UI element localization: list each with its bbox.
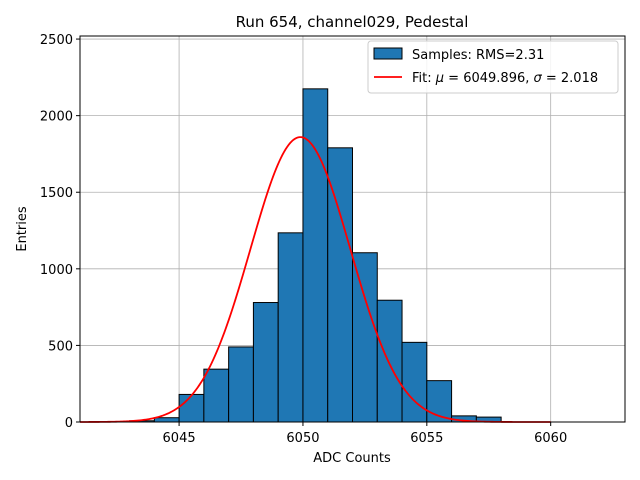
- histogram-bar: [302, 88, 329, 423]
- legend-fit-prefix: Fit:: [412, 71, 436, 86]
- y-tick-label: 1500: [40, 186, 73, 201]
- chart-title: Run 654, channel029, Pedestal: [236, 13, 469, 31]
- x-tick-label: 6055: [410, 431, 443, 446]
- histogram-bar: [401, 341, 428, 423]
- histogram-bar: [178, 393, 205, 423]
- y-tick-label: 2500: [40, 33, 73, 48]
- histogram-bar: [252, 302, 279, 423]
- histogram-bar: [376, 299, 403, 423]
- fit-layer: [80, 136, 551, 423]
- legend-fit-mu-symbol: μ: [435, 71, 444, 86]
- legend-fit-mu-value: = 6049.896,: [444, 71, 533, 86]
- histogram-bar: [203, 368, 230, 423]
- x-axis-label: ADC Counts: [313, 451, 391, 466]
- histogram-bars: [104, 88, 502, 423]
- legend: Samples: RMS=2.31 Fit: μ = 6049.896, σ =…: [367, 40, 619, 94]
- fit-curve: [80, 136, 551, 423]
- legend-fit-label: Fit: μ = 6049.896, σ = 2.018: [412, 71, 598, 86]
- histogram-bar: [228, 346, 254, 423]
- y-tick-label: 0: [65, 416, 73, 431]
- legend-fit-sigma-symbol: σ: [534, 71, 543, 86]
- y-tick-label: 500: [48, 339, 73, 354]
- legend-samples-swatch: [373, 47, 403, 60]
- histogram-bar: [352, 252, 378, 423]
- y-tick-label: 1000: [40, 263, 73, 278]
- histogram-bar: [277, 232, 304, 423]
- y-axis-ticks: 0 500 1000 1500 2000 2500: [40, 33, 80, 431]
- plot-frame: [79, 35, 626, 423]
- legend-box: [367, 40, 619, 94]
- y-tick-label: 2000: [40, 110, 73, 125]
- legend-samples-label: Samples: RMS=2.31: [412, 48, 544, 63]
- x-tick-label: 6050: [286, 431, 319, 446]
- x-axis-ticks: 6045 6050 6055 6060: [163, 422, 567, 446]
- legend-fit-sigma-value: = 2.018: [542, 71, 598, 86]
- x-tick-label: 6060: [534, 431, 567, 446]
- histogram-bar: [153, 417, 180, 423]
- x-tick-label: 6045: [163, 431, 196, 446]
- y-axis-label: Entries: [15, 206, 30, 252]
